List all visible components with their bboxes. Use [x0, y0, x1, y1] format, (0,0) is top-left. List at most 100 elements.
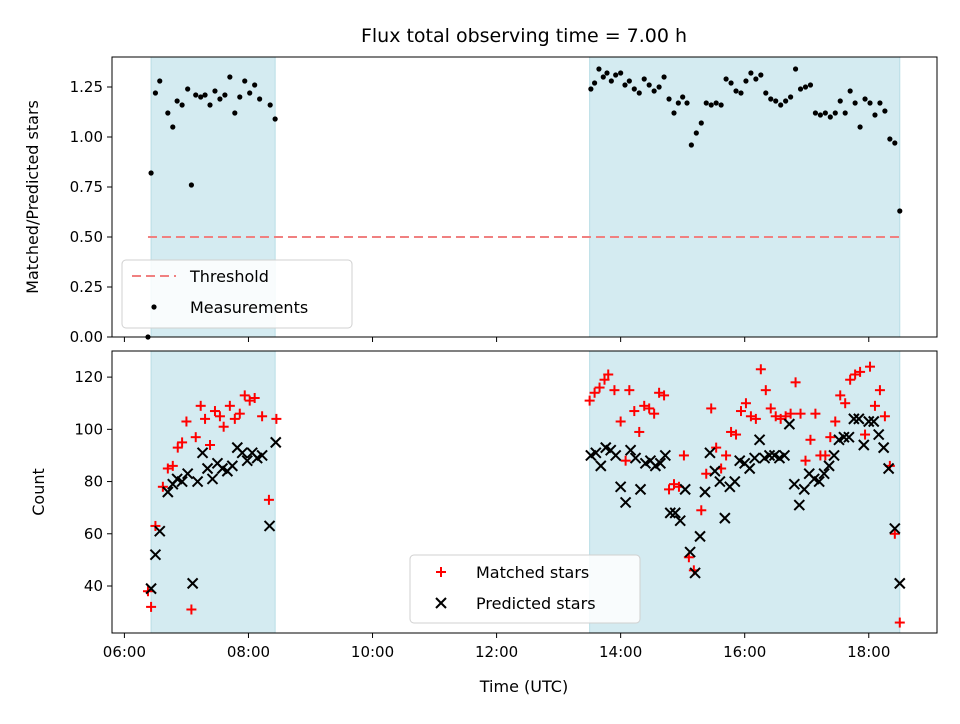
predicted-point — [659, 449, 672, 462]
matched-point — [735, 406, 746, 417]
measurement-point — [743, 78, 749, 84]
predicted-point — [609, 449, 622, 462]
predicted-point-b — [270, 436, 282, 449]
predicted-point — [634, 483, 647, 496]
matched-point — [711, 442, 722, 453]
predicted-point — [674, 515, 686, 527]
predicted-point-b — [624, 444, 637, 456]
measurement-point — [185, 86, 191, 92]
predicted-point — [848, 413, 860, 425]
predicted-point — [236, 447, 248, 459]
measurement-point — [651, 88, 657, 94]
predicted-point-b — [828, 449, 840, 462]
measurement-point — [188, 182, 194, 188]
measurement-point — [758, 72, 764, 78]
x-axis-label: Time (UTC) — [479, 677, 568, 696]
predicted-point-b — [201, 462, 214, 475]
predicted-point-b — [748, 452, 761, 464]
predicted-point-b — [629, 452, 642, 464]
measurement-point — [738, 90, 744, 96]
predicted-point-b — [162, 486, 174, 498]
x-tick-label: 16:00 — [723, 643, 766, 661]
matched-point — [840, 398, 851, 409]
predicted-point — [798, 483, 810, 496]
bottom-x-ticks: 06:00 08:00 10:00 12:00 14:00 16:00 18:00 — [103, 633, 890, 661]
predicted-point — [145, 582, 157, 595]
predicted-point — [704, 447, 716, 459]
legend-threshold-label: Threshold — [189, 267, 269, 286]
x-tick-label: 08:00 — [227, 643, 270, 661]
predicted-point-b — [246, 447, 258, 459]
predicted-point-b — [872, 428, 885, 441]
measurement-point — [626, 78, 632, 84]
measurement-point — [152, 90, 159, 96]
matched-point — [830, 416, 841, 427]
predicted-point-b — [803, 468, 815, 480]
predicted-point-b — [211, 457, 224, 469]
matched-point — [214, 411, 225, 422]
chart-title: Flux total observing time = 7.00 h — [361, 25, 687, 47]
predicted-point-b — [753, 434, 766, 446]
predicted-point — [181, 468, 194, 480]
matched-point — [629, 406, 640, 417]
legend-matched-label: Matched stars — [476, 563, 589, 582]
legend-predicted-swatch — [435, 597, 447, 609]
matched-point — [845, 374, 856, 385]
legend-measurements-label: Measurements — [190, 298, 308, 317]
predicted-point-b — [838, 431, 850, 443]
matched-point — [146, 601, 157, 612]
predicted-point-b — [848, 413, 860, 425]
predicted-point-b — [699, 486, 711, 498]
measurement-point — [718, 102, 724, 108]
matched-point — [172, 442, 183, 453]
x-tick-label: 12:00 — [475, 643, 518, 661]
measurement-point — [822, 110, 828, 116]
matched-point — [664, 484, 675, 495]
matched-point — [609, 385, 620, 396]
bottom-panel: 40 60 80 100 120 06:00 08:00 10:00 12:00 14:00 16… — [29, 350, 938, 696]
predicted-point-b — [619, 496, 632, 509]
measurement-point — [646, 82, 652, 88]
matched-point — [644, 403, 655, 414]
predicted-point — [614, 481, 627, 493]
predicted-point-b — [684, 546, 696, 558]
predicted-point — [763, 449, 776, 462]
predicted-point-b — [793, 499, 806, 511]
predicted-point-b — [659, 449, 672, 462]
predicted-point — [838, 431, 850, 443]
matched-point — [696, 505, 707, 516]
matched-point — [874, 385, 885, 396]
predicted-point-b — [778, 449, 791, 462]
x-tick-label: 14:00 — [599, 643, 642, 661]
measurement-point — [832, 110, 838, 116]
top-plot-frame — [111, 56, 938, 338]
measurement-point — [174, 98, 180, 104]
measurement-point — [591, 80, 598, 86]
y-tick-label: 80 — [84, 473, 103, 491]
predicted-point-b — [743, 462, 756, 475]
matched-point — [615, 416, 626, 427]
matched-point — [271, 413, 282, 424]
predicted-point — [743, 462, 756, 475]
predicted-point — [868, 415, 880, 428]
matched-point — [620, 455, 631, 466]
predicted-point-b — [145, 582, 157, 595]
observing-window-2 — [589, 351, 900, 633]
predicted-point-b — [823, 460, 835, 472]
top-observing-windows — [150, 57, 901, 337]
predicted-point-b — [813, 475, 825, 488]
predicted-point-b — [171, 473, 183, 485]
measurement-point — [671, 110, 677, 116]
measurement-point — [656, 84, 662, 90]
matched-point — [678, 450, 689, 461]
measurement-point — [170, 124, 176, 130]
predicted-point-b — [768, 449, 781, 462]
predicted-point — [872, 428, 885, 441]
predicted-point-b — [882, 462, 895, 475]
measurement-point — [827, 114, 833, 120]
matched-point — [589, 387, 600, 398]
matched-point — [785, 408, 796, 419]
predicted-point-b — [256, 449, 268, 462]
predicted-point — [226, 460, 239, 472]
predicted-point-b — [644, 454, 657, 467]
